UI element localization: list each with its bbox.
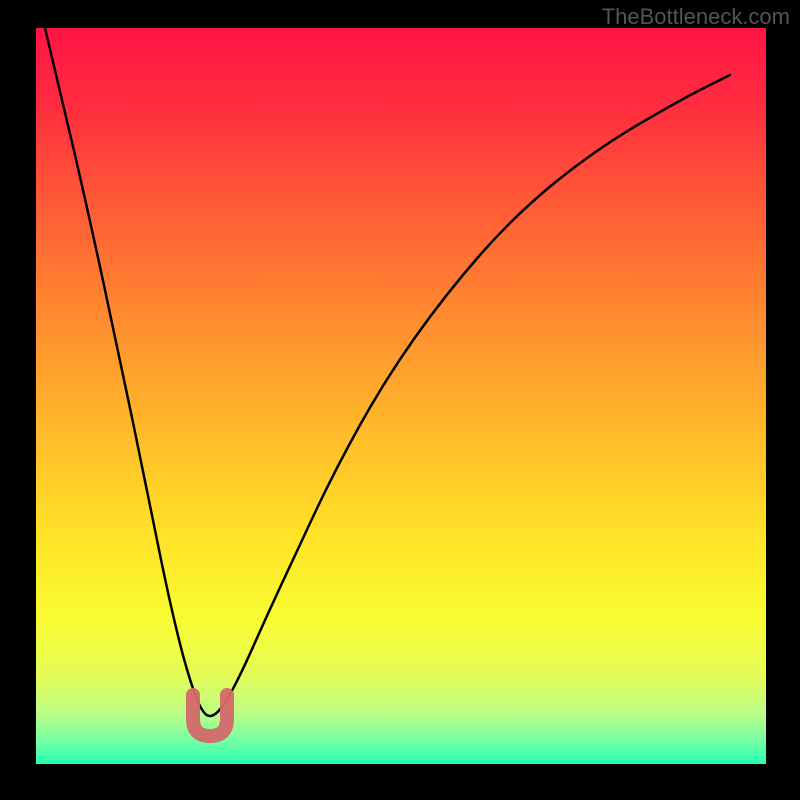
- bottleneck-chart: [36, 28, 766, 764]
- chart-svg: [36, 28, 766, 764]
- watermark-text: TheBottleneck.com: [602, 4, 790, 30]
- chart-background: [36, 28, 766, 764]
